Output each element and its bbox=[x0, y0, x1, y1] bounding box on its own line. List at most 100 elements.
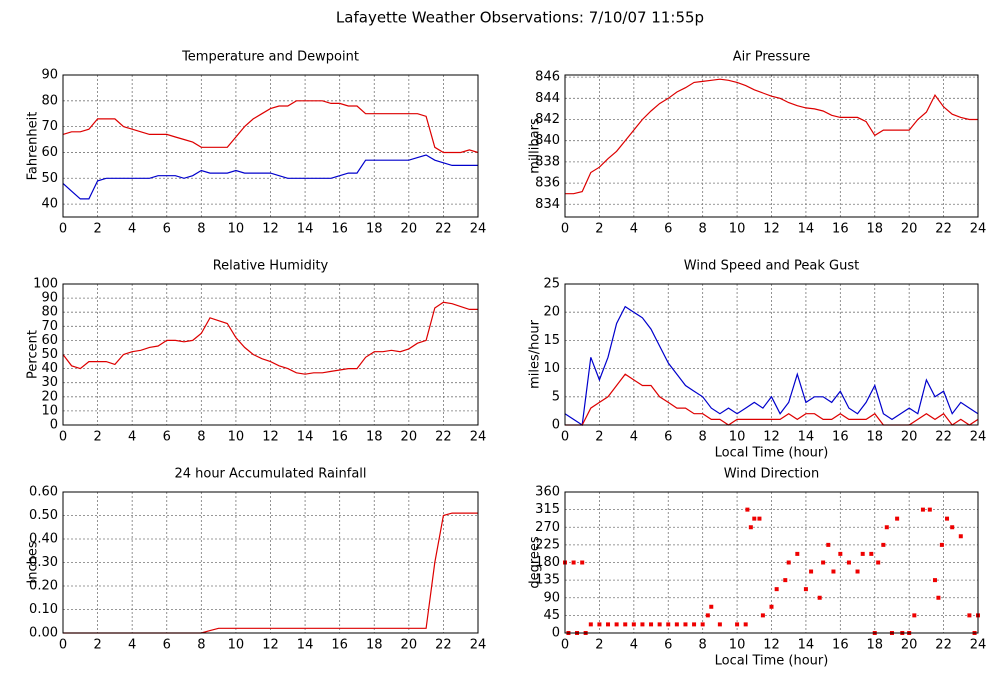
y-tick-label: 180 bbox=[535, 555, 560, 570]
y-tick-label: 20 bbox=[41, 389, 58, 404]
y-tick-label: 0.60 bbox=[29, 485, 58, 500]
y-axis-label: millibars bbox=[528, 118, 543, 174]
y-tick-label: 0 bbox=[552, 626, 560, 641]
x-tick-label: 10 bbox=[228, 638, 245, 653]
x-tick-label: 8 bbox=[699, 222, 707, 237]
data-point bbox=[709, 604, 714, 609]
y-tick-label: 70 bbox=[41, 119, 58, 134]
x-tick-label: 4 bbox=[630, 430, 638, 445]
data-point bbox=[769, 604, 774, 609]
x-tick-label: 24 bbox=[470, 638, 487, 653]
y-tick-label: 45 bbox=[543, 608, 560, 623]
y-tick-label: 842 bbox=[535, 112, 560, 127]
x-tick-label: 18 bbox=[366, 222, 383, 237]
y-tick-label: 846 bbox=[535, 70, 560, 85]
y-tick-label: 60 bbox=[41, 145, 58, 160]
x-tick-label: 22 bbox=[935, 430, 952, 445]
x-tick-label: 8 bbox=[197, 638, 205, 653]
x-tick-label: 22 bbox=[435, 430, 452, 445]
x-tick-label: 2 bbox=[93, 430, 101, 445]
x-tick-label: 20 bbox=[401, 430, 418, 445]
data-point bbox=[717, 622, 722, 627]
y-tick-label: 0.20 bbox=[29, 579, 58, 594]
panel-title: Temperature and Dewpoint bbox=[181, 50, 359, 65]
x-tick-label: 0 bbox=[561, 222, 569, 237]
x-tick-label: 22 bbox=[935, 638, 952, 653]
data-point bbox=[876, 560, 881, 565]
x-tick-label: 4 bbox=[128, 222, 136, 237]
y-tick-label: 90 bbox=[543, 590, 560, 605]
x-tick-label: 4 bbox=[630, 222, 638, 237]
panel-title: 24 hour Accumulated Rainfall bbox=[174, 467, 366, 482]
data-point bbox=[821, 560, 826, 565]
x-tick-label: 6 bbox=[664, 222, 672, 237]
y-axis-label: Fahrenheit bbox=[26, 112, 41, 181]
data-point bbox=[939, 542, 944, 547]
x-tick-label: 12 bbox=[763, 430, 780, 445]
x-tick-label: 12 bbox=[262, 638, 279, 653]
data-point bbox=[958, 534, 963, 539]
y-tick-label: 80 bbox=[41, 305, 58, 320]
data-point bbox=[945, 516, 950, 521]
x-tick-label: 12 bbox=[262, 430, 279, 445]
y-tick-label: 40 bbox=[41, 197, 58, 212]
data-line bbox=[62, 100, 479, 154]
data-point bbox=[735, 622, 740, 627]
y-axis-label: Inches bbox=[26, 541, 41, 583]
panel-title: Air Pressure bbox=[733, 50, 811, 65]
x-tick-label: 10 bbox=[729, 222, 746, 237]
x-tick-label: 16 bbox=[331, 638, 348, 653]
data-point bbox=[649, 622, 654, 627]
data-line bbox=[62, 154, 478, 200]
x-tick-label: 6 bbox=[664, 430, 672, 445]
x-tick-label: 22 bbox=[935, 222, 952, 237]
x-tick-label: 0 bbox=[561, 638, 569, 653]
x-tick-label: 24 bbox=[470, 222, 487, 237]
data-point bbox=[855, 569, 860, 574]
x-tick-label: 2 bbox=[595, 222, 603, 237]
x-tick-label: 14 bbox=[297, 430, 314, 445]
data-point bbox=[783, 578, 788, 583]
data-point bbox=[912, 613, 917, 618]
y-tick-label: 0.00 bbox=[29, 626, 58, 641]
data-point bbox=[752, 516, 757, 521]
y-axis-label: miles/hour bbox=[528, 319, 543, 388]
data-point bbox=[743, 622, 748, 627]
plot-frame bbox=[564, 491, 979, 634]
y-tick-label: 15 bbox=[543, 333, 560, 348]
x-tick-label: 12 bbox=[763, 638, 780, 653]
y-tick-label: 0.30 bbox=[29, 555, 58, 570]
y-tick-label: 80 bbox=[41, 93, 58, 108]
x-tick-label: 18 bbox=[866, 222, 883, 237]
y-tick-label: 0.40 bbox=[29, 532, 58, 547]
plot-frame bbox=[62, 74, 479, 218]
data-point bbox=[748, 525, 753, 530]
y-tick-label: 0.50 bbox=[29, 508, 58, 523]
x-tick-label: 14 bbox=[297, 222, 314, 237]
x-tick-label: 20 bbox=[901, 638, 918, 653]
x-tick-label: 16 bbox=[832, 222, 849, 237]
x-tick-label: 0 bbox=[59, 638, 67, 653]
data-point bbox=[895, 516, 900, 521]
y-tick-label: 836 bbox=[535, 176, 560, 191]
data-point bbox=[745, 507, 750, 512]
y-tick-label: 0.10 bbox=[29, 602, 58, 617]
x-axis-label: Local Time (hour) bbox=[715, 446, 829, 461]
data-point bbox=[580, 560, 585, 565]
x-tick-label: 10 bbox=[729, 638, 746, 653]
data-point bbox=[757, 516, 762, 521]
x-tick-label: 16 bbox=[832, 430, 849, 445]
x-tick-label: 20 bbox=[901, 222, 918, 237]
x-tick-label: 0 bbox=[59, 430, 67, 445]
y-tick-label: 10 bbox=[543, 361, 560, 376]
x-tick-label: 10 bbox=[228, 430, 245, 445]
x-tick-label: 14 bbox=[798, 638, 815, 653]
y-tick-label: 20 bbox=[543, 305, 560, 320]
y-tick-label: 0 bbox=[552, 418, 560, 433]
data-point bbox=[631, 622, 636, 627]
x-tick-label: 2 bbox=[93, 222, 101, 237]
data-point bbox=[623, 622, 628, 627]
panel-title: Relative Humidity bbox=[213, 259, 329, 274]
data-point bbox=[809, 569, 814, 574]
